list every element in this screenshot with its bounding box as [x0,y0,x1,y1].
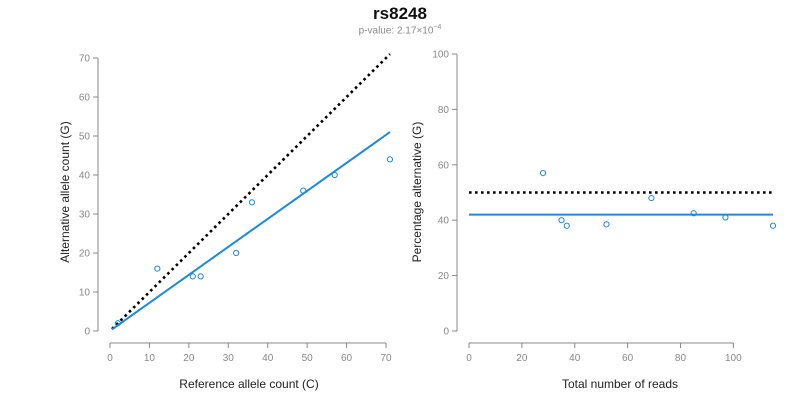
left-x-tick: 20 [183,343,195,364]
left-data-point [154,265,161,272]
right-y-tick: 20 [438,271,457,282]
right-x-tick-label: 100 [725,353,742,364]
left-y-tick-label: 0 [84,327,90,338]
left-x-tick-label: 60 [341,353,353,364]
right-x-tick-label: 60 [622,353,634,364]
left-x-tick-label: 50 [302,353,314,364]
left-y-tick: 60 [79,93,98,104]
left-data-point [386,156,394,163]
right-y-tick-label: 40 [438,216,450,227]
right-x-tick: 0 [466,343,472,364]
right-y-tick: 100 [432,50,457,61]
left-x-tick: 50 [302,343,314,364]
left-x-tick: 40 [262,343,274,364]
right-y-tick-label: 0 [443,327,449,338]
left-y-tick-label: 40 [79,171,91,182]
right-x-tick-label: 20 [516,353,528,364]
right-data-point [722,214,729,221]
right-x-tick: 20 [516,343,528,364]
left-data-point [248,199,256,206]
right-data-point [648,194,655,202]
left-fit-line [111,131,391,331]
left-y-tick: 50 [79,132,98,143]
left-y-tick-label: 70 [79,54,91,65]
left-y-tick: 70 [79,54,98,65]
chart-subtitle: p-value: 2.17×10−4 [0,24,800,36]
left-data-point [300,187,307,194]
right-x-tick: 40 [569,343,581,364]
left-x-tick-label: 30 [223,353,235,364]
right-data-point [563,222,570,229]
p-value-prefix: p-value: [358,25,397,37]
right-y-axis-label: Percentage alternative (G) [410,122,424,263]
left-y-axis-label: Alternative allele count (G) [58,121,72,262]
right-x-tick: 60 [622,343,634,364]
right-y-tick: 80 [438,105,457,116]
left-y-tick: 20 [79,249,98,260]
left-x-tick-label: 20 [183,353,195,364]
right-x-tick-label: 0 [466,353,472,364]
left-x-tick-label: 10 [144,353,156,364]
right-x-tick: 100 [725,343,742,364]
right-y-tick-label: 100 [432,50,449,61]
right-y-tick-label: 20 [438,271,450,282]
left-x-tick-label: 0 [107,353,113,364]
right-data-point [558,217,565,224]
left-x-tick-label: 40 [262,353,274,364]
left-data-point [233,249,240,257]
left-y-tick: 40 [79,171,98,182]
left-y-tick-label: 30 [79,210,91,221]
left-x-tick: 70 [380,343,392,364]
right-y-tick-label: 80 [438,105,450,116]
p-value-times: ×10 [416,25,434,37]
left-y-tick-label: 10 [79,288,91,299]
left-data-point [331,171,338,179]
p-value-mantissa: 2.17 [396,25,417,37]
right-y-tick: 40 [438,216,457,227]
left-y-tick: 0 [84,327,98,338]
left-x-tick-label: 70 [380,353,392,364]
chart-title: rs8248 [373,4,427,23]
left-y-tick-label: 20 [79,249,91,260]
right-data-point [769,222,777,229]
right-x-tick: 80 [675,343,687,364]
right-data-point [539,170,547,177]
p-value-exponent: −4 [433,24,442,31]
right-x-axis-label: Total number of reads [562,377,678,391]
left-y-tick: 30 [79,210,98,221]
left-x-axis-label: Reference allele count (C) [179,377,318,391]
left-y-tick-label: 60 [79,93,91,104]
right-panel: 0 20 40 60 80 100 0 20 40 60 80 100 [432,50,777,364]
left-data-point [189,273,196,280]
left-x-tick: 0 [107,343,113,364]
right-y-tick-label: 60 [438,160,450,171]
right-y-tick: 0 [443,327,457,338]
left-y-tick-label: 50 [79,132,91,143]
right-x-tick-label: 80 [675,353,687,364]
right-x-tick-label: 40 [569,353,581,364]
left-panel: 0 10 20 30 40 50 60 70 0 10 20 30 40 50 60 70 [79,53,394,364]
left-x-tick: 30 [223,343,235,364]
left-data-point [197,273,204,280]
left-x-tick: 60 [341,343,353,364]
left-y-tick: 10 [79,288,98,299]
left-x-tick: 10 [144,343,156,364]
right-data-point [603,221,610,228]
left-data-point [114,320,121,327]
right-data-point [690,210,697,217]
right-y-tick: 60 [438,160,457,171]
left-reference-line [111,53,391,330]
